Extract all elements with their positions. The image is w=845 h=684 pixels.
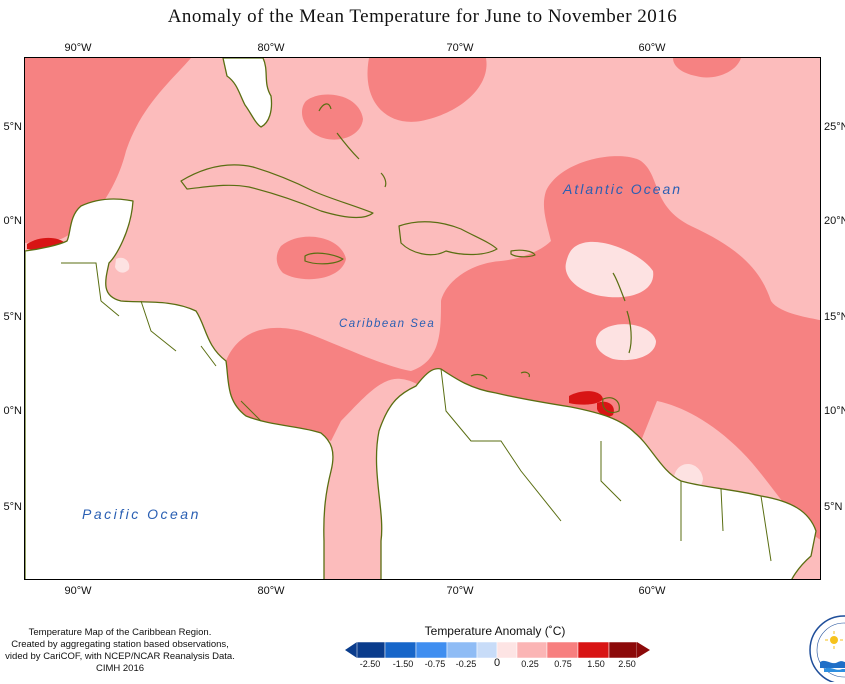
map-frame [24,57,821,580]
lon-label-bottom-60w: 60°W [638,585,666,597]
anomaly-zone-jamaica [276,236,346,280]
lat-label-left-25n: 5°N [3,121,22,133]
lat-label-left-5n: 5°N [3,501,22,513]
lat-label-right-15n: 15°N [824,311,845,323]
credits-line-1: Temperature Map of the Caribbean Region. [28,627,212,638]
borders-group [61,262,772,562]
lon-label-bottom-80w: 80°W [257,585,285,597]
anomaly-zone-lesser-antilles-south [595,324,656,361]
cimh-logo-icon [809,615,845,682]
island-puerto-rico [510,249,536,258]
islands-group [180,103,632,414]
lon-label-top-80w: 80°W [257,42,285,54]
legend-swatch-6 [496,642,518,658]
island-hispaniola [398,221,498,256]
legend-value-8: 2.50 [618,659,636,669]
credits-line-4: CIMH 2016 [95,663,145,674]
legend-value-1: -1.50 [392,659,414,669]
lat-label-left-10n: 0°N [3,405,22,417]
legend-swatch-11 [637,642,650,658]
island-cuba [180,164,374,219]
landmass-florida [222,58,273,128]
lon-label-top-70w: 70°W [446,42,474,54]
lon-label-bottom-70w: 70°W [446,585,474,597]
lat-label-right-25n: 25°N [824,121,845,133]
lat-label-left-15n: 5°N [3,311,22,323]
anomaly-zone-north-atlantic [367,58,487,122]
label-caribbean-sea: Caribbean Sea [339,318,436,330]
anomaly-zone-venezuela-hot [569,391,603,405]
legend-swatch-4 [446,642,478,658]
lat-label-left-20n: 0°N [3,215,22,227]
legend-swatch-3 [415,642,448,658]
legend-value-3: -0.25 [455,659,477,669]
island-jamaica [304,252,344,265]
map-canvas [25,58,820,579]
label-pacific-ocean: Pacific Ocean [82,506,201,522]
legend-value-2: -0.75 [424,659,446,669]
legend-value-5: 0.25 [521,659,539,669]
legend-swatch-5 [476,642,498,658]
credits-line-2: Created by aggregating station based obs… [11,639,229,650]
legend-value-6: 0.75 [554,659,572,669]
lon-label-bottom-90w: 90°W [64,585,92,597]
island-trinidad [602,397,620,414]
legend-swatch-10 [608,642,638,658]
credits-line-3: vided by CariCOF, with NCEP/NCAR Reanaly… [5,651,235,662]
map-credits: Temperature Map of the Caribbean Region.… [0,627,240,675]
island-abc [470,371,530,380]
legend-value-4: 0 [493,657,501,669]
lat-label-right-5n: 5°N [824,501,843,513]
legend-swatch-2 [384,642,417,658]
lon-label-top-90w: 90°W [64,42,92,54]
legend-swatch-0 [345,642,357,658]
lat-label-right-20n: 20°N [824,215,845,227]
legend-swatch-7 [516,642,548,658]
anomaly-zone-lesser-antilles-north [565,241,654,298]
anomaly-zone-northeast [673,58,741,78]
landmass-central-america [25,198,334,579]
legend-value-7: 1.50 [587,659,605,669]
anomaly-zone-belize [115,257,130,273]
legend-title: Temperature Anomaly (˚C) [424,624,566,638]
legend-swatch-8 [546,642,579,658]
label-atlantic-ocean: Atlantic Ocean [563,181,683,197]
lat-label-right-10n: 10°N [824,405,845,417]
anomaly-zone-bahamas [301,94,363,140]
lon-label-top-60w: 60°W [638,42,666,54]
map-title: Anomaly of the Mean Temperature for June… [167,6,678,27]
legend-swatch-1 [356,642,386,658]
island-bahamas [318,103,387,188]
anomaly-zone-gulf-mexico [25,58,191,243]
borders-central-america [61,262,262,422]
borders-south-america [440,368,772,562]
legend-swatch-9 [577,642,610,658]
anomaly-zone-eastern-caribbean [222,156,820,540]
legend-colorbar [345,642,650,658]
landmass-group [25,58,817,579]
island-lesser-antilles [612,272,632,354]
landmass-south-america [375,367,817,579]
legend-value-0: -2.50 [359,659,381,669]
